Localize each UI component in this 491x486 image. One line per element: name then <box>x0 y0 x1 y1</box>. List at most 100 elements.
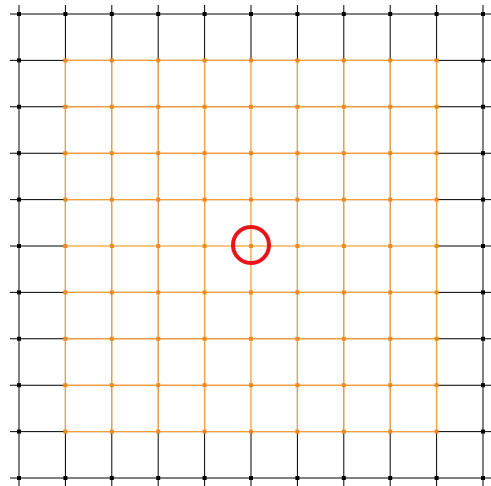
inner-node <box>388 429 393 434</box>
outer-node <box>17 104 21 109</box>
inner-node <box>341 336 346 341</box>
inner-node <box>202 197 207 202</box>
inner-node <box>202 151 207 156</box>
inner-node <box>434 197 439 202</box>
inner-node <box>109 290 114 295</box>
inner-node <box>341 244 346 248</box>
outer-node <box>17 476 21 480</box>
outer-node <box>109 476 114 480</box>
inner-node <box>63 336 68 341</box>
inner-node <box>434 336 439 341</box>
outer-node <box>388 12 393 16</box>
inner-node <box>156 197 161 202</box>
outer-node <box>202 476 207 480</box>
inner-node <box>249 104 253 109</box>
outer-node <box>109 12 114 16</box>
inner-node <box>295 336 300 341</box>
outer-node <box>481 244 485 248</box>
outer-node <box>63 12 68 16</box>
inner-node <box>249 151 253 156</box>
inner-node <box>388 336 393 341</box>
inner-node <box>388 197 393 202</box>
inner-node <box>109 383 114 388</box>
highlight-circle <box>231 225 271 265</box>
outer-node <box>63 476 68 480</box>
outer-node <box>156 476 161 480</box>
outer-node <box>202 12 207 16</box>
inner-node <box>341 429 346 434</box>
inner-node <box>63 104 68 109</box>
inner-node <box>156 429 161 434</box>
inner-node <box>295 290 300 295</box>
inner-node <box>156 58 161 63</box>
inner-node <box>341 58 346 63</box>
inner-node <box>109 429 114 434</box>
inner-node <box>249 429 253 434</box>
inner-node <box>156 336 161 341</box>
inner-node <box>202 290 207 295</box>
outer-node <box>481 383 485 388</box>
outer-node <box>481 197 485 202</box>
outer-node <box>434 476 439 480</box>
outer-node <box>17 12 21 16</box>
inner-node <box>434 58 439 63</box>
inner-node <box>63 429 68 434</box>
inner-node <box>249 290 253 295</box>
inner-node <box>156 290 161 295</box>
inner-node <box>434 151 439 156</box>
outer-node <box>17 58 21 63</box>
inner-node <box>202 429 207 434</box>
outer-node <box>341 476 346 480</box>
outer-node <box>17 336 21 341</box>
inner-node <box>388 383 393 388</box>
outer-node <box>341 12 346 16</box>
inner-node <box>109 244 114 248</box>
inner-node <box>295 429 300 434</box>
inner-node <box>156 244 161 248</box>
outer-node <box>481 104 485 109</box>
inner-node <box>388 244 393 248</box>
inner-node <box>63 58 68 63</box>
inner-node <box>156 383 161 388</box>
inner-node <box>156 104 161 109</box>
outer-node <box>17 197 21 202</box>
inner-node <box>249 383 253 388</box>
outer-node <box>156 12 161 16</box>
inner-node <box>109 197 114 202</box>
inner-node <box>434 244 439 248</box>
inner-node <box>202 244 207 248</box>
inner-node <box>388 104 393 109</box>
inner-node <box>63 197 68 202</box>
grid-nodes <box>17 12 485 480</box>
inner-node <box>295 104 300 109</box>
inner-node <box>109 104 114 109</box>
outer-node <box>434 12 439 16</box>
outer-node <box>17 429 21 434</box>
outer-node <box>249 476 253 480</box>
inner-node <box>341 151 346 156</box>
inner-node <box>249 244 253 248</box>
outer-node <box>17 244 21 248</box>
inner-node <box>202 104 207 109</box>
inner-node <box>249 197 253 202</box>
inner-node <box>341 197 346 202</box>
inner-node <box>295 58 300 63</box>
outer-node <box>17 383 21 388</box>
inner-node <box>295 197 300 202</box>
inner-node <box>295 151 300 156</box>
outer-node <box>481 476 485 480</box>
outer-node <box>388 476 393 480</box>
inner-node <box>341 104 346 109</box>
outer-node <box>249 12 253 16</box>
inner-node <box>434 290 439 295</box>
inner-node <box>202 383 207 388</box>
inner-node <box>109 336 114 341</box>
inner-node <box>63 244 68 248</box>
inner-node <box>295 244 300 248</box>
outer-node <box>481 336 485 341</box>
inner-node <box>434 383 439 388</box>
inner-node <box>156 151 161 156</box>
outer-node <box>481 290 485 295</box>
outer-node <box>481 58 485 63</box>
